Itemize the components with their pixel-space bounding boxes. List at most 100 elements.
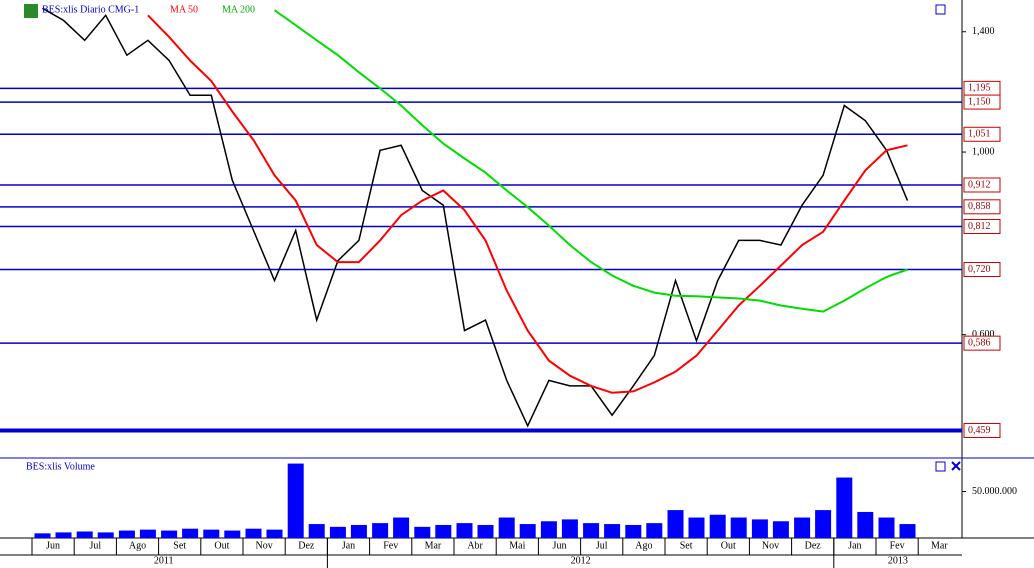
volume-bar bbox=[329, 526, 346, 538]
x-tick-label: Dez bbox=[805, 540, 822, 551]
x-tick-label: Out bbox=[214, 540, 229, 551]
volume-bar bbox=[203, 529, 220, 538]
volume-bar bbox=[667, 510, 684, 538]
x-tick-label: Jul bbox=[596, 540, 608, 551]
level-label: 0,912 bbox=[968, 179, 991, 190]
volume-bar bbox=[372, 523, 389, 538]
volume-bar bbox=[161, 530, 178, 538]
x-tick-label: Out bbox=[721, 540, 736, 551]
volume-bar bbox=[182, 528, 199, 538]
x-tick-label: Mar bbox=[931, 540, 948, 551]
volume-bar bbox=[266, 529, 283, 538]
x-tick-label: Ago bbox=[635, 540, 652, 551]
level-label: 1,051 bbox=[968, 129, 991, 140]
x-tick-label: Jun bbox=[46, 540, 60, 551]
x-tick-label: Ago bbox=[129, 540, 146, 551]
volume-bar bbox=[55, 532, 72, 538]
x-tick-label: Fev bbox=[383, 540, 398, 551]
close-button[interactable] bbox=[951, 461, 961, 471]
year-label: 2013 bbox=[888, 555, 908, 566]
legend-entry: MA 200 bbox=[222, 4, 255, 15]
series-line bbox=[273, 9, 908, 313]
level-label-box bbox=[963, 177, 1001, 193]
volume-bar bbox=[772, 521, 789, 538]
x-tick-label: Mai bbox=[509, 540, 525, 551]
x-tick-label: Nov bbox=[762, 540, 779, 551]
level-label-box bbox=[963, 335, 1001, 351]
level-label-box bbox=[963, 422, 1001, 438]
volume-bar bbox=[646, 523, 663, 538]
level-label-box bbox=[963, 126, 1001, 142]
volume-bar bbox=[857, 511, 874, 538]
plot-area bbox=[0, 7, 962, 433]
volume-bar bbox=[76, 531, 93, 538]
maximize-button[interactable] bbox=[935, 4, 946, 15]
volume-bar bbox=[688, 517, 705, 538]
maximize-button[interactable] bbox=[935, 461, 946, 472]
volume-bar bbox=[751, 519, 768, 538]
volume-bar bbox=[604, 524, 621, 538]
level-label: 0,858 bbox=[968, 201, 991, 212]
y-tick-label: 50.000.000 bbox=[972, 486, 1017, 497]
volume-bar bbox=[899, 524, 916, 538]
volume-bar bbox=[245, 528, 262, 538]
level-label: 0,586 bbox=[968, 337, 991, 348]
x-tick-label: Fev bbox=[890, 540, 905, 551]
series-line bbox=[147, 14, 908, 394]
eq-icon bbox=[24, 4, 38, 18]
volume-bar bbox=[794, 517, 811, 538]
volume-bar bbox=[287, 463, 304, 538]
series-line bbox=[42, 7, 909, 428]
volume-bar bbox=[97, 532, 114, 538]
y-tick-label: 0,600 bbox=[972, 329, 995, 340]
level-label: 1,195 bbox=[968, 83, 991, 94]
level-label-box bbox=[963, 199, 1001, 215]
volume-title: BES:xlis Volume bbox=[26, 461, 95, 472]
y-tick-label: 1,000 bbox=[972, 146, 995, 157]
volume-bar bbox=[456, 523, 473, 538]
volume-bar bbox=[540, 521, 557, 538]
volume-bar bbox=[477, 524, 494, 538]
x-tick-label: Jan bbox=[848, 540, 861, 551]
x-tick-label: Nov bbox=[255, 540, 272, 551]
level-label-box bbox=[963, 219, 1001, 235]
volume-bar bbox=[583, 523, 600, 538]
volume-bar bbox=[878, 517, 895, 538]
x-tick-label: Jan bbox=[342, 540, 355, 551]
volume-bar bbox=[625, 524, 642, 538]
volume-bar bbox=[139, 529, 156, 538]
y-tick-label: 1,400 bbox=[972, 26, 995, 37]
x-tick-label: Mar bbox=[425, 540, 442, 551]
level-label: 0,720 bbox=[968, 264, 991, 275]
year-label: 2012 bbox=[571, 555, 591, 566]
x-tick-label: Jul bbox=[89, 540, 101, 551]
level-label-box bbox=[963, 94, 1001, 110]
volume-bar bbox=[498, 517, 515, 538]
volume-bar bbox=[118, 530, 135, 538]
volume-bar bbox=[519, 524, 536, 538]
level-label-box bbox=[963, 262, 1001, 278]
volume-bar bbox=[224, 530, 241, 538]
level-label: 0,812 bbox=[968, 221, 991, 232]
x-tick-label: Jun bbox=[553, 540, 567, 551]
volume-bar bbox=[836, 477, 853, 538]
volume-bar bbox=[709, 514, 726, 538]
volume-bar bbox=[435, 524, 452, 538]
volume-bar bbox=[730, 517, 747, 538]
x-tick-label: Abr bbox=[467, 540, 483, 551]
level-label: 1,150 bbox=[968, 96, 991, 107]
x-tick-label: Set bbox=[173, 540, 186, 551]
volume-bar bbox=[393, 517, 410, 538]
volume-bar bbox=[414, 526, 431, 538]
volume-bar bbox=[350, 524, 367, 538]
volume-bar bbox=[561, 519, 578, 538]
volume-bar bbox=[308, 524, 325, 538]
volume-bar bbox=[815, 510, 832, 538]
year-label: 2011 bbox=[154, 555, 174, 566]
legend-entry: MA 50 bbox=[170, 4, 198, 15]
x-tick-label: Set bbox=[680, 540, 693, 551]
volume-bar bbox=[34, 533, 51, 538]
legend-entry: BES:xlis Diario CMG-1 bbox=[42, 4, 139, 15]
